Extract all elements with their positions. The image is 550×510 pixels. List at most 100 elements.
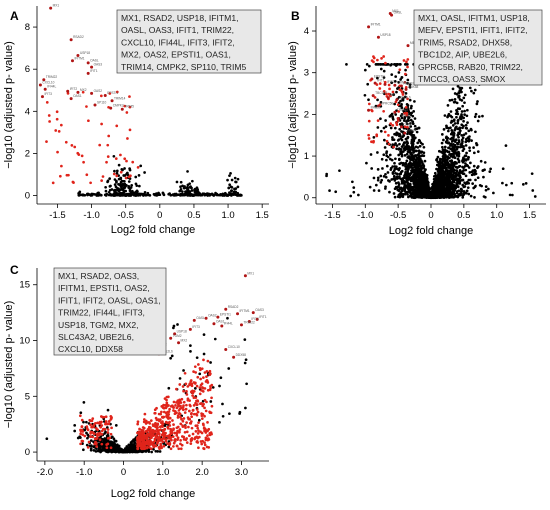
data-point: [390, 81, 394, 85]
data-point-significant: [79, 432, 82, 436]
data-point: [136, 194, 140, 197]
data-point: [464, 174, 468, 178]
point-label: IFITM1: [74, 56, 84, 60]
data-point-significant: [181, 385, 185, 388]
data-point: [476, 100, 479, 103]
data-point-significant: [139, 446, 143, 450]
data-point: [462, 116, 465, 120]
data-point: [400, 76, 404, 79]
labeled-point: [367, 108, 371, 112]
data-point: [121, 168, 124, 172]
data-point: [148, 194, 152, 197]
data-point: [98, 193, 102, 197]
data-point: [438, 179, 441, 182]
data-point: [414, 158, 418, 162]
data-point: [464, 144, 468, 147]
data-point-significant: [99, 94, 103, 98]
labeled-point: [66, 89, 70, 93]
data-point: [467, 139, 471, 143]
data-point: [45, 437, 49, 441]
labeled-point: [390, 13, 394, 17]
data-point: [400, 153, 404, 156]
data-point: [130, 443, 133, 446]
data-point-significant: [146, 439, 150, 443]
data-point: [443, 114, 447, 117]
data-point: [93, 193, 97, 196]
data-point-significant: [76, 151, 80, 155]
data-point: [398, 122, 402, 126]
point-label: OAS2: [94, 89, 103, 93]
point-label: OAS3: [255, 308, 264, 312]
data-point: [406, 177, 410, 181]
data-point: [400, 180, 404, 183]
data-point-significant: [86, 446, 90, 449]
data-point: [393, 102, 397, 106]
data-point-significant: [176, 414, 180, 417]
data-point: [384, 172, 387, 176]
data-point: [153, 193, 156, 196]
data-point-significant: [180, 397, 184, 401]
data-point: [158, 450, 162, 453]
data-point: [440, 141, 444, 145]
data-point: [352, 186, 356, 189]
data-point: [140, 449, 144, 453]
data-point-significant: [87, 440, 91, 444]
y-tick-label: 0: [25, 447, 30, 458]
data-point: [451, 147, 455, 151]
data-point: [90, 192, 94, 196]
data-point: [244, 358, 248, 362]
data-point: [505, 183, 508, 187]
data-point: [465, 163, 469, 167]
data-point: [465, 127, 469, 130]
labeled-point: [376, 35, 380, 39]
data-point: [457, 95, 460, 99]
data-point-significant: [165, 414, 168, 418]
data-point: [128, 187, 132, 191]
data-point: [144, 193, 148, 197]
x-tick-label: -1.0: [357, 210, 373, 221]
data-point: [435, 167, 438, 171]
data-point: [119, 180, 123, 184]
data-point: [415, 166, 419, 169]
data-point: [179, 188, 183, 191]
x-tick-label: 0: [121, 467, 126, 478]
y-tick-label: 3: [304, 68, 309, 79]
data-point: [481, 114, 484, 118]
data-point: [80, 193, 84, 197]
data-point: [172, 324, 176, 328]
data-point: [390, 73, 394, 76]
data-point: [443, 145, 447, 149]
data-point-significant: [199, 430, 202, 434]
data-point: [460, 144, 464, 147]
data-point-significant: [191, 391, 195, 395]
data-point: [455, 190, 459, 193]
data-point: [170, 354, 174, 358]
data-point: [533, 195, 537, 198]
data-point-significant: [91, 435, 94, 439]
data-point-significant: [80, 418, 84, 422]
data-point: [504, 144, 508, 147]
data-point: [374, 183, 378, 187]
data-point: [186, 185, 189, 189]
data-point: [114, 185, 118, 189]
data-point: [395, 133, 398, 137]
data-point: [403, 141, 407, 144]
data-point: [456, 107, 460, 111]
data-point: [113, 169, 116, 173]
data-point: [393, 195, 397, 199]
labeled-point: [192, 318, 196, 322]
data-point: [406, 182, 410, 186]
data-point: [405, 143, 409, 147]
data-point-significant: [123, 104, 127, 108]
data-point: [141, 193, 145, 197]
data-point-significant: [192, 396, 196, 400]
data-point-significant: [141, 441, 145, 445]
data-point: [415, 149, 418, 153]
data-point-significant: [177, 447, 181, 451]
data-point: [349, 194, 353, 198]
labeled-point: [395, 98, 399, 102]
x-tick-label: 0.5: [457, 210, 470, 221]
data-point: [372, 176, 376, 180]
data-point: [104, 437, 108, 441]
